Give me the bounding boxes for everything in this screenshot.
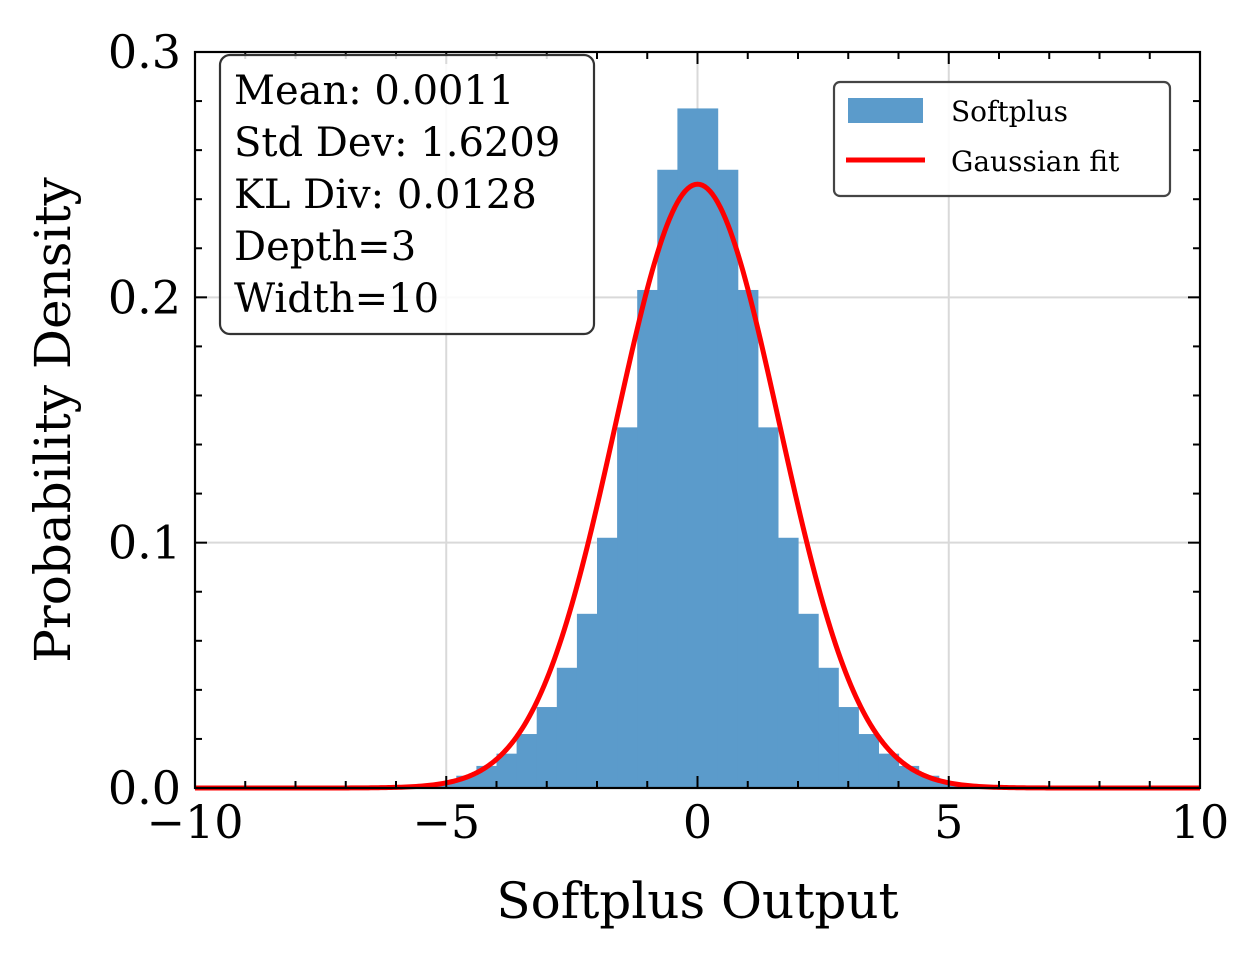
x-tick-labels: −10 −5 0 5 10 [146, 795, 1229, 849]
x-tick-label: 10 [1171, 795, 1230, 849]
legend-swatch-softplus [848, 98, 923, 123]
histogram-bar [838, 707, 859, 788]
histogram-bar [878, 753, 900, 788]
histogram-bar [637, 289, 658, 788]
stats-mean: Mean: 0.0011 [234, 68, 514, 114]
y-tick-label: 0.3 [108, 25, 181, 79]
histogram-bar [757, 427, 779, 788]
y-tick-label: 0.2 [108, 270, 181, 324]
histogram-bar [556, 667, 578, 788]
histogram-bars [416, 108, 980, 789]
stats-box: Mean: 0.0011 Std Dev: 1.6209 KL Div: 0.0… [218, 53, 596, 336]
histogram-bar [536, 707, 558, 788]
histogram-bar [697, 108, 719, 789]
histogram-bar [737, 289, 759, 788]
legend-label-softplus: Softplus [951, 95, 1068, 128]
histogram-bar [818, 667, 839, 788]
y-axis-title: Probability Density [24, 176, 82, 662]
histogram-bar [496, 753, 518, 788]
stats-std-dev: Std Dev: 1.6209 [234, 120, 560, 166]
legend-label-gaussian-fit: Gaussian fit [951, 145, 1120, 178]
histogram-bar [798, 613, 819, 788]
stats-width: Width=10 [234, 276, 439, 322]
stats-box-frame [218, 53, 596, 336]
legend: Softplus Gaussian fit [832, 80, 1172, 198]
histogram-bar [858, 734, 879, 788]
stats-kl-div: KL Div: 0.0128 [234, 172, 537, 218]
x-tick-label: −5 [412, 795, 480, 849]
histogram-bar [597, 537, 618, 788]
histogram-bar [677, 108, 699, 789]
histogram-bar [717, 169, 739, 788]
stats-depth: Depth=3 [234, 224, 416, 270]
histogram-bar [657, 169, 678, 788]
histogram-bar [576, 613, 598, 788]
x-tick-label: 0 [683, 795, 712, 849]
x-tick-label: 5 [934, 795, 963, 849]
x-tick-label: −10 [146, 795, 243, 849]
y-tick-labels: 0.0 0.1 0.2 0.3 [108, 25, 181, 815]
y-tick-label: 0.1 [108, 516, 181, 570]
histogram-bar [516, 734, 538, 788]
y-tick-label: 0.0 [108, 761, 181, 815]
histogram-bar [617, 427, 638, 788]
x-axis-title: Softplus Output [496, 872, 898, 930]
histogram-bar [777, 537, 799, 788]
